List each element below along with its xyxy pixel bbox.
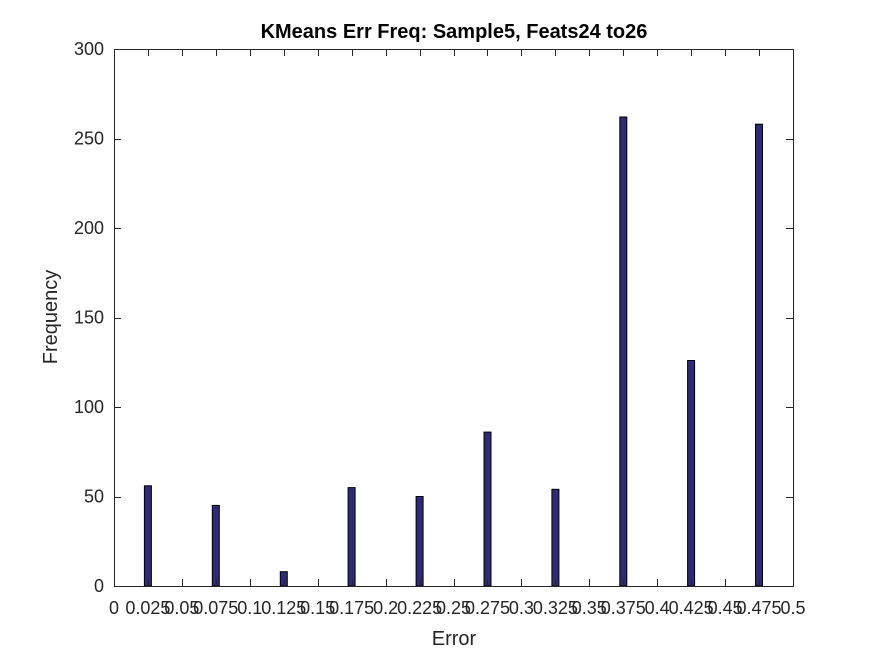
x-tick-label: 0.425: [669, 598, 714, 618]
bar-0.425: [687, 360, 696, 587]
x-tick-label: 0.45: [708, 598, 743, 618]
x-tick-label: 0.15: [300, 598, 335, 618]
x-tick-label: 0.175: [329, 598, 374, 618]
x-tick-label: 0.475: [736, 598, 781, 618]
bar-0.025: [143, 485, 152, 587]
y-tick-label: 150: [74, 308, 104, 328]
x-tick-label: 0.4: [645, 598, 670, 618]
bar-0.325: [551, 488, 560, 587]
x-tick-label: 0.25: [436, 598, 471, 618]
x-tick-label: 0.5: [780, 598, 805, 618]
x-tick-label: 0.05: [164, 598, 199, 618]
y-tick-label: 50: [84, 487, 104, 507]
y-tick-label: 0: [94, 576, 104, 596]
y-tick-label: 250: [74, 129, 104, 149]
x-tick-label: 0.375: [601, 598, 646, 618]
x-tick-label: 0.075: [193, 598, 238, 618]
x-tick-label: 0.3: [509, 598, 534, 618]
bar-0.475: [755, 123, 763, 587]
bar-0.275: [483, 431, 492, 587]
axes-box: [114, 49, 794, 587]
x-axis-label: Error: [432, 628, 477, 650]
x-tick-label: 0.275: [465, 598, 510, 618]
y-tick-label: 300: [74, 39, 104, 59]
bar-0.125: [279, 571, 288, 587]
y-tick-label: 200: [74, 218, 104, 238]
x-tick-label: 0.2: [373, 598, 398, 618]
x-tick-label: 0: [109, 598, 119, 618]
x-tick-label: 0.325: [533, 598, 578, 618]
y-tick-labels: 0 50 100 150 200 250 300: [74, 39, 104, 596]
y-tick-label: 100: [74, 397, 104, 417]
bar-0.175: [347, 487, 356, 587]
x-tick-labels: 0 0.0250.050.0750.10.1250.150.1750.20.225…: [109, 598, 806, 618]
bar-0.075: [211, 504, 220, 587]
bar-0.375: [619, 116, 628, 587]
x-tick-label: 0.125: [261, 598, 306, 618]
x-tick-label: 0.1: [237, 598, 262, 618]
y-axis-label: Frequency: [40, 270, 62, 365]
x-tick-label: 0.35: [572, 598, 607, 618]
x-tick-label: 0.225: [397, 598, 442, 618]
plot-area: [114, 49, 793, 586]
chart-title: KMeans Err Freq: Sample5, Feats24 to26: [261, 21, 648, 43]
bar-0.225: [415, 496, 424, 587]
x-tick-label: 0.025: [125, 598, 170, 618]
